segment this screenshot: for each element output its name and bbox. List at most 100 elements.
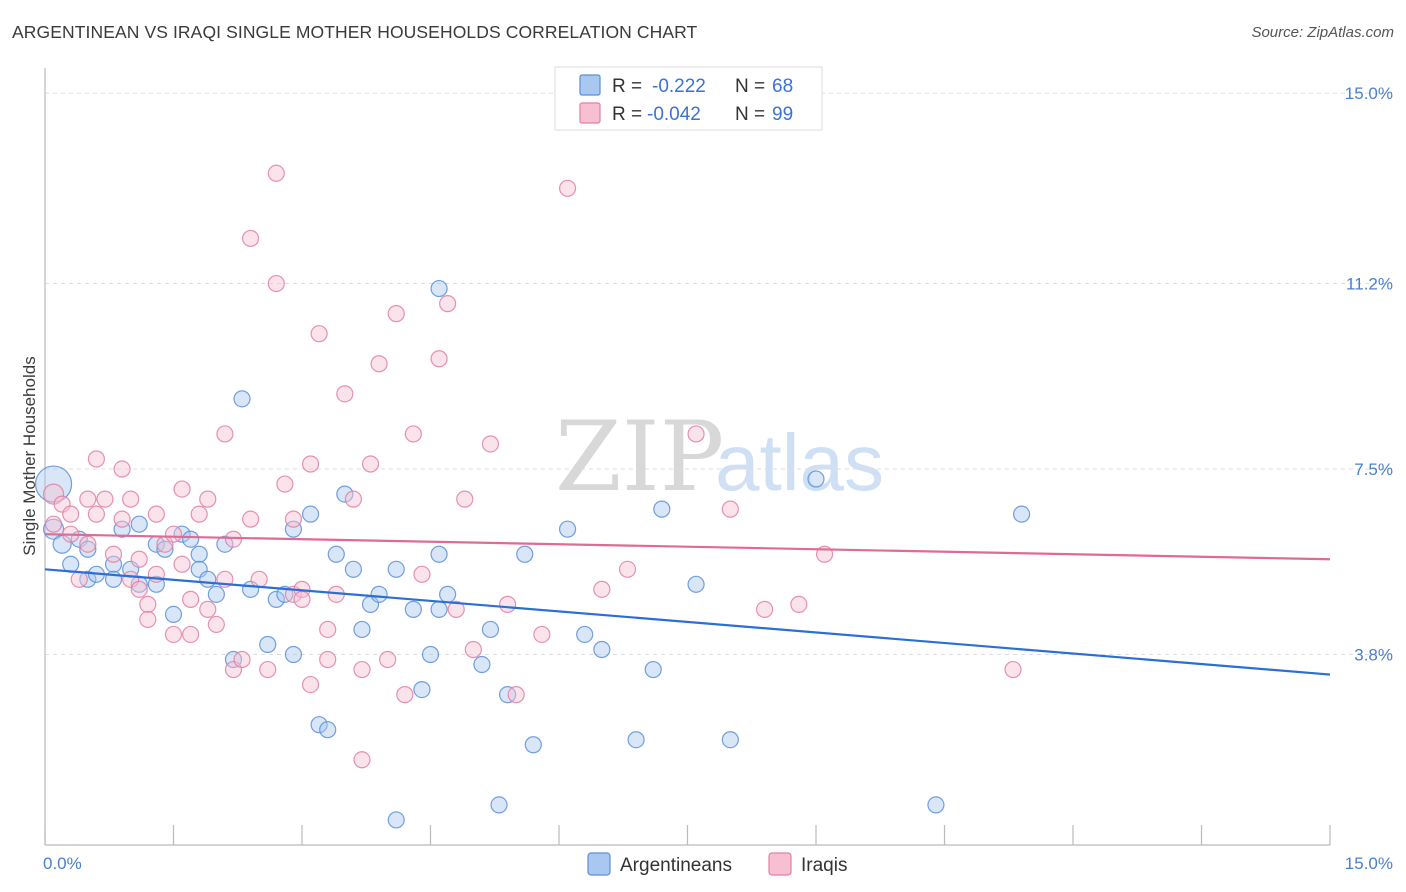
argentinean-point [558, 520, 577, 538]
argentinean-point [344, 560, 362, 578]
iraqi-point [250, 570, 268, 588]
x-tick-label-min: 0.0% [43, 854, 82, 873]
iraqi-point [447, 600, 465, 618]
argentinean-point [807, 470, 825, 488]
argentinean-point [216, 535, 234, 553]
argentinean-point [927, 796, 945, 814]
iraqi-point [396, 686, 414, 704]
argentinean-point [147, 575, 165, 593]
iraqi-point [242, 510, 260, 528]
iraqi-point [130, 550, 148, 568]
argentinean-point [353, 620, 371, 639]
argentinean-point [267, 590, 285, 608]
iraqi-point [310, 325, 328, 343]
source-label: Source: ZipAtlas.com [1251, 24, 1394, 41]
argentinean-point [370, 585, 388, 603]
legend-swatch-iraqis [579, 102, 601, 124]
argentinean-point [336, 485, 354, 503]
argentinean-point [404, 600, 422, 618]
argentinean-point [481, 620, 500, 639]
iraqi-point [558, 179, 577, 197]
argentinean-point [190, 545, 208, 563]
iraqi-point [499, 595, 517, 613]
iraqi-point [216, 425, 234, 443]
scatter-points [34, 164, 1031, 829]
iraqi-point [319, 650, 337, 669]
legend-r-value-0: -0.222 [652, 76, 706, 97]
iraqi-point [190, 505, 208, 523]
legend-box: R = -0.222 N = 68 R = -0.042 N = 99 [554, 66, 823, 131]
iraqi-point [593, 580, 611, 598]
iraqi-point [387, 305, 405, 323]
legend-r-label-0: R = [612, 76, 642, 97]
iraqi-point [404, 425, 422, 443]
iraqi-point [113, 460, 131, 478]
iraqi-point [301, 455, 320, 473]
iraqi-point [139, 595, 157, 613]
iraqi-point [113, 510, 131, 528]
argentinean-trend-line [44, 568, 1331, 676]
legend-r-value-1: -0.042 [647, 104, 701, 125]
argentinean-point [439, 585, 457, 603]
trend-lines [44, 533, 1331, 676]
iraqi-point [336, 385, 354, 403]
argentinean-point [430, 600, 448, 618]
iraqi-point [618, 560, 637, 578]
argentinean-point [207, 585, 225, 603]
argentinean-point [233, 390, 251, 408]
iraqi-point [199, 490, 217, 508]
iraqi-point [79, 535, 97, 553]
iraqi-point [790, 595, 808, 613]
iraqi-point [233, 650, 251, 669]
iraqi-point [1004, 660, 1022, 679]
iraqi-point [353, 751, 371, 769]
legend-n-value-0: 68 [772, 76, 793, 97]
iraqi-point [62, 505, 80, 523]
argentinean-point [644, 660, 662, 679]
argentinean-point [130, 515, 148, 533]
chart-title: ARGENTINEAN VS IRAQI SINGLE MOTHER HOUSE… [12, 22, 698, 42]
iraqi-point [267, 164, 285, 182]
argentinean-point [284, 645, 303, 664]
iraqi-point [87, 505, 106, 523]
iraqi-point [267, 274, 285, 293]
argentinean-point [284, 520, 303, 538]
y-axis-tick-labels: 3.8% 7.5% 11.2% 15.0% [1345, 84, 1393, 664]
iraqi-point [413, 565, 431, 583]
argentinean-point [1012, 505, 1031, 523]
iraqi-point [361, 455, 380, 473]
watermark: ZIP atlas [555, 401, 884, 513]
argentinean-point [687, 575, 705, 593]
iraqi-point [96, 490, 114, 508]
iraqi-point [207, 615, 225, 634]
iraqi-point [439, 295, 457, 313]
iraqi-point [370, 355, 388, 373]
argentinean-point [301, 505, 320, 523]
argentinean-point [576, 625, 594, 644]
bottom-legend-swatch-argentineans [587, 852, 611, 876]
iraqi-point [430, 350, 448, 368]
argentinean-point [524, 736, 542, 754]
argentinean-point [113, 520, 131, 538]
watermark-zip: ZIP [555, 401, 724, 513]
iraqi-point [353, 660, 371, 679]
iraqi-point [182, 590, 200, 608]
argentinean-point [164, 605, 183, 624]
argentinean-point [653, 500, 671, 518]
argentinean-point [627, 731, 645, 749]
argentinean-point [421, 645, 440, 664]
iraqi-point [284, 510, 303, 528]
iraqi-point [173, 555, 191, 573]
iraqi-point [104, 545, 123, 563]
bottom-legend-swatch-iraqis [768, 852, 792, 876]
iraqi-point [344, 490, 362, 508]
legend-n-value-1: 99 [772, 104, 793, 125]
iraqi-point [379, 650, 397, 669]
argentinean-point [104, 555, 123, 573]
iraqi-point [293, 590, 311, 608]
argentinean-point [490, 796, 508, 814]
iraqi-point [70, 570, 88, 588]
iraqi-point [301, 675, 320, 694]
iraqi-point [79, 490, 97, 508]
argentinean-point [430, 279, 448, 298]
